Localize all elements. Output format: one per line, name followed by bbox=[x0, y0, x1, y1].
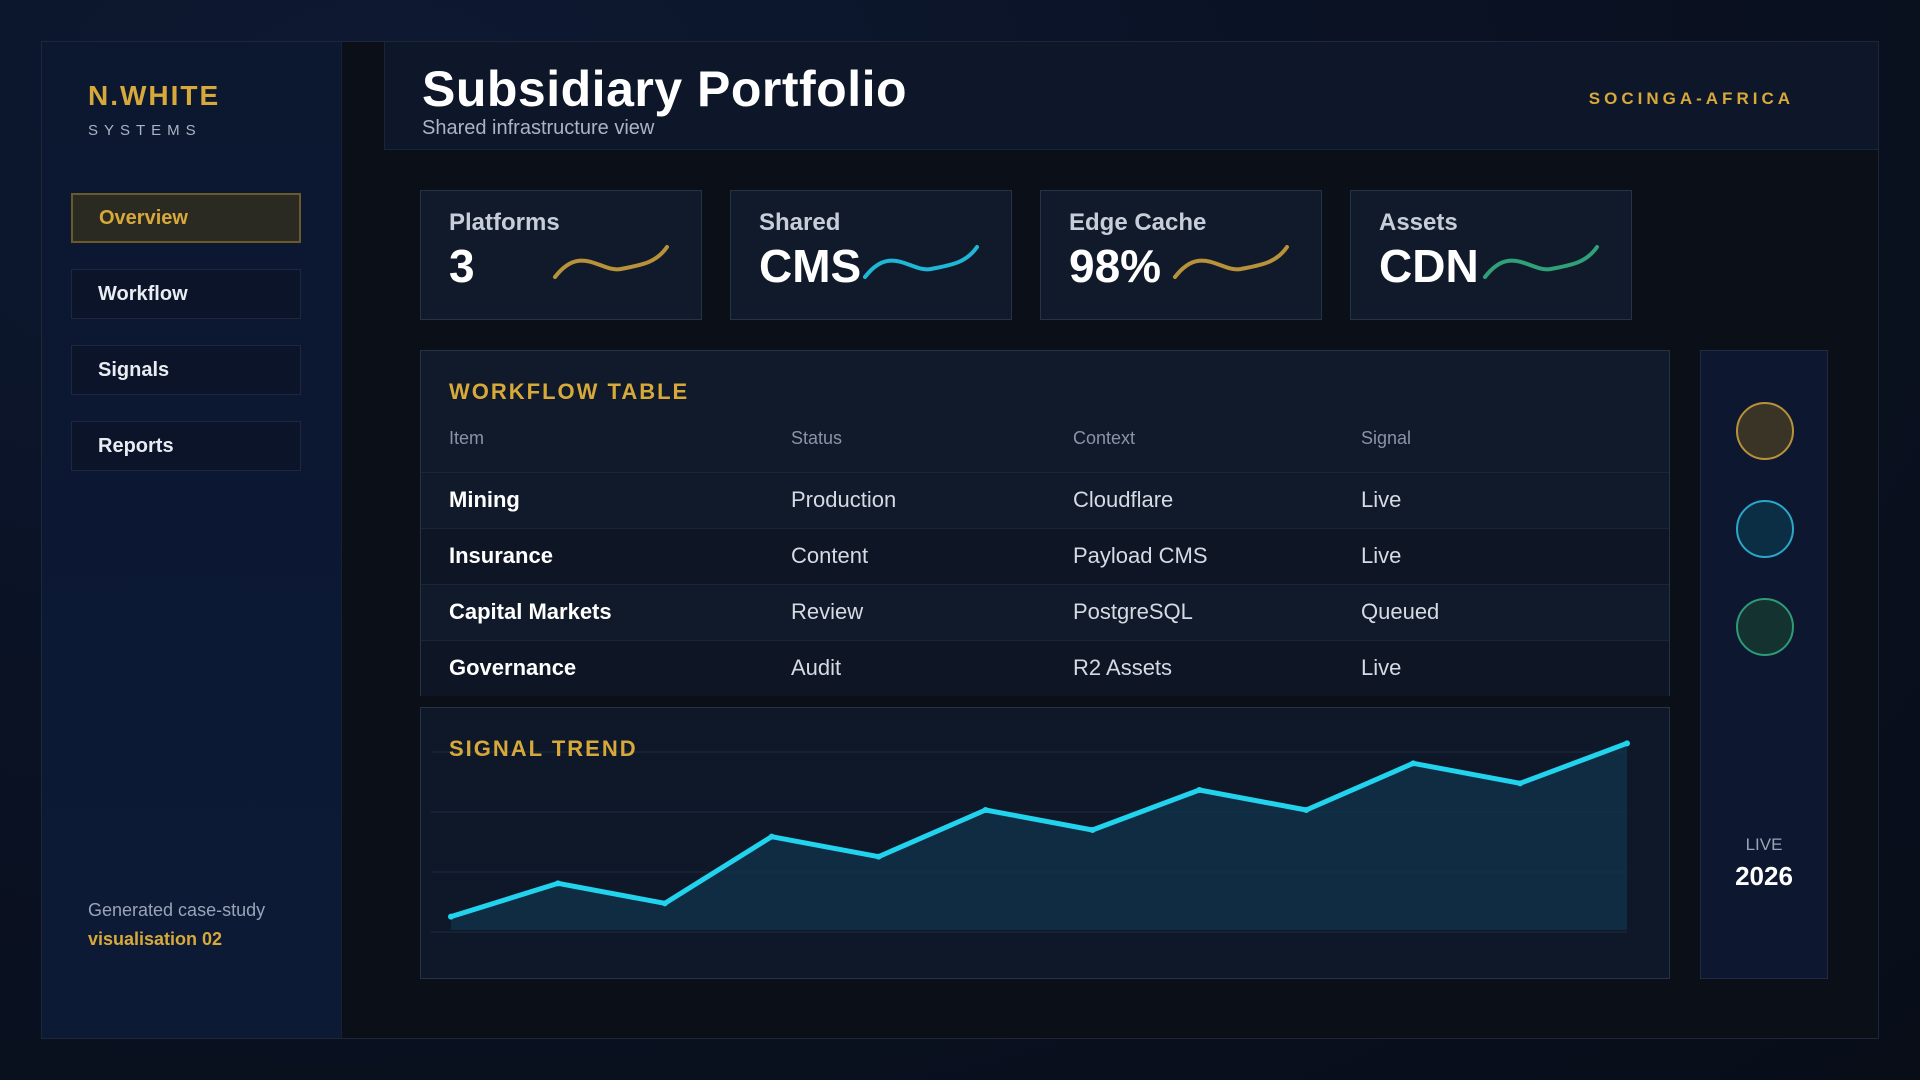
status-dot-gold[interactable] bbox=[1736, 402, 1794, 460]
column-header-context[interactable]: Context bbox=[1073, 428, 1136, 448]
cell-context: Cloudflare bbox=[1073, 487, 1174, 512]
trend-point bbox=[661, 900, 668, 907]
trend-point bbox=[1410, 760, 1417, 767]
kpi-card-assets: Assets CDN bbox=[1350, 190, 1632, 320]
column-header-status[interactable]: Status bbox=[791, 428, 843, 448]
trend-point bbox=[875, 853, 882, 860]
kpi-value: CMS bbox=[759, 240, 862, 292]
cell-status: Review bbox=[791, 599, 864, 624]
workflow-table-title: WORKFLOW TABLE bbox=[449, 379, 690, 404]
kpi-label: Platforms bbox=[449, 209, 560, 236]
trend-line bbox=[448, 740, 1630, 920]
kpi-value: 3 bbox=[449, 240, 475, 292]
sidebar: N.WHITE SYSTEMS Overview Workflow Signal… bbox=[42, 42, 342, 1038]
kpi-card-platforms: Platforms 3 bbox=[420, 190, 702, 320]
app-frame: N.WHITE SYSTEMS Overview Workflow Signal… bbox=[41, 41, 1879, 1039]
cell-status: Audit bbox=[791, 655, 842, 680]
nav-item-workflow[interactable]: Workflow bbox=[71, 269, 301, 319]
signal-trend-panel: SIGNAL TREND bbox=[420, 707, 1670, 979]
footer-caption: Generated case-study bbox=[88, 900, 266, 920]
status-dot-cyan[interactable] bbox=[1736, 500, 1794, 558]
trend-point bbox=[768, 833, 775, 840]
live-label: LIVE bbox=[1745, 835, 1783, 854]
kpi-value: CDN bbox=[1379, 240, 1479, 292]
cell-item: Capital Markets bbox=[449, 599, 612, 624]
page-subtitle: Shared infrastructure view bbox=[422, 117, 655, 139]
sparkline-icon bbox=[863, 245, 979, 279]
table-row[interactable]: Governance Audit R2 Assets Live bbox=[421, 640, 1669, 696]
year-label: 2026 bbox=[1735, 861, 1793, 891]
trend-point bbox=[448, 913, 454, 920]
cell-signal: Live bbox=[1361, 543, 1402, 568]
cell-signal: Live bbox=[1361, 655, 1402, 680]
nav-item-signals[interactable]: Signals bbox=[71, 345, 301, 395]
table-row[interactable]: Mining Production Cloudflare Live bbox=[421, 472, 1669, 528]
column-header-signal[interactable]: Signal bbox=[1361, 428, 1412, 448]
kpi-card-shared: Shared CMS bbox=[730, 190, 1012, 320]
status-dot-green[interactable] bbox=[1736, 598, 1794, 656]
signal-trend-chart bbox=[431, 740, 1630, 933]
cell-item: Governance bbox=[449, 655, 577, 680]
status-rail: LIVE 2026 bbox=[1700, 350, 1828, 979]
footer-highlight: visualisation 02 bbox=[88, 929, 223, 949]
org-label: SOCINGA-AFRICA bbox=[1588, 89, 1794, 108]
trend-area bbox=[451, 743, 1627, 930]
cell-status: Production bbox=[791, 487, 897, 512]
brand-subtitle: SYSTEMS bbox=[88, 122, 202, 139]
page-header: Subsidiary Portfolio Shared infrastructu… bbox=[384, 42, 1878, 150]
cell-item: Mining bbox=[449, 487, 520, 512]
trend-point bbox=[1517, 780, 1524, 787]
cell-context: R2 Assets bbox=[1073, 655, 1173, 680]
kpi-label: Shared bbox=[759, 209, 841, 236]
kpi-value: 98% bbox=[1069, 240, 1162, 292]
sparkline-icon bbox=[1173, 245, 1289, 279]
sparkline-icon bbox=[553, 245, 669, 279]
brand-name: N.WHITE bbox=[88, 80, 221, 111]
kpi-label: Edge Cache bbox=[1069, 209, 1207, 236]
trend-point bbox=[1624, 740, 1630, 747]
signal-trend-title: SIGNAL TREND bbox=[449, 736, 638, 761]
nav-item-overview[interactable]: Overview bbox=[71, 193, 301, 243]
cell-status: Content bbox=[791, 543, 869, 568]
cell-item: Insurance bbox=[449, 543, 553, 568]
workflow-table: WORKFLOW TABLE Item Status Context Signa… bbox=[420, 350, 1670, 696]
table-row[interactable]: Insurance Content Payload CMS Live bbox=[421, 528, 1669, 584]
table-row[interactable]: Capital Markets Review PostgreSQL Queued bbox=[421, 584, 1669, 640]
cell-context: PostgreSQL bbox=[1073, 599, 1193, 624]
nav-item-reports[interactable]: Reports bbox=[71, 421, 301, 471]
trend-point bbox=[1196, 787, 1203, 793]
trend-point bbox=[982, 807, 989, 813]
trend-point bbox=[1303, 807, 1310, 813]
kpi-card-edge-cache: Edge Cache 98% bbox=[1040, 190, 1322, 320]
cell-signal: Queued bbox=[1361, 599, 1440, 624]
sparkline-icon bbox=[1483, 245, 1599, 279]
trend-point bbox=[1089, 827, 1096, 833]
cell-context: Payload CMS bbox=[1073, 543, 1208, 568]
trend-point bbox=[554, 880, 561, 887]
page-title: Subsidiary Portfolio bbox=[422, 61, 908, 117]
cell-signal: Live bbox=[1361, 487, 1402, 512]
kpi-label: Assets bbox=[1379, 209, 1458, 236]
column-header-item[interactable]: Item bbox=[449, 428, 485, 448]
